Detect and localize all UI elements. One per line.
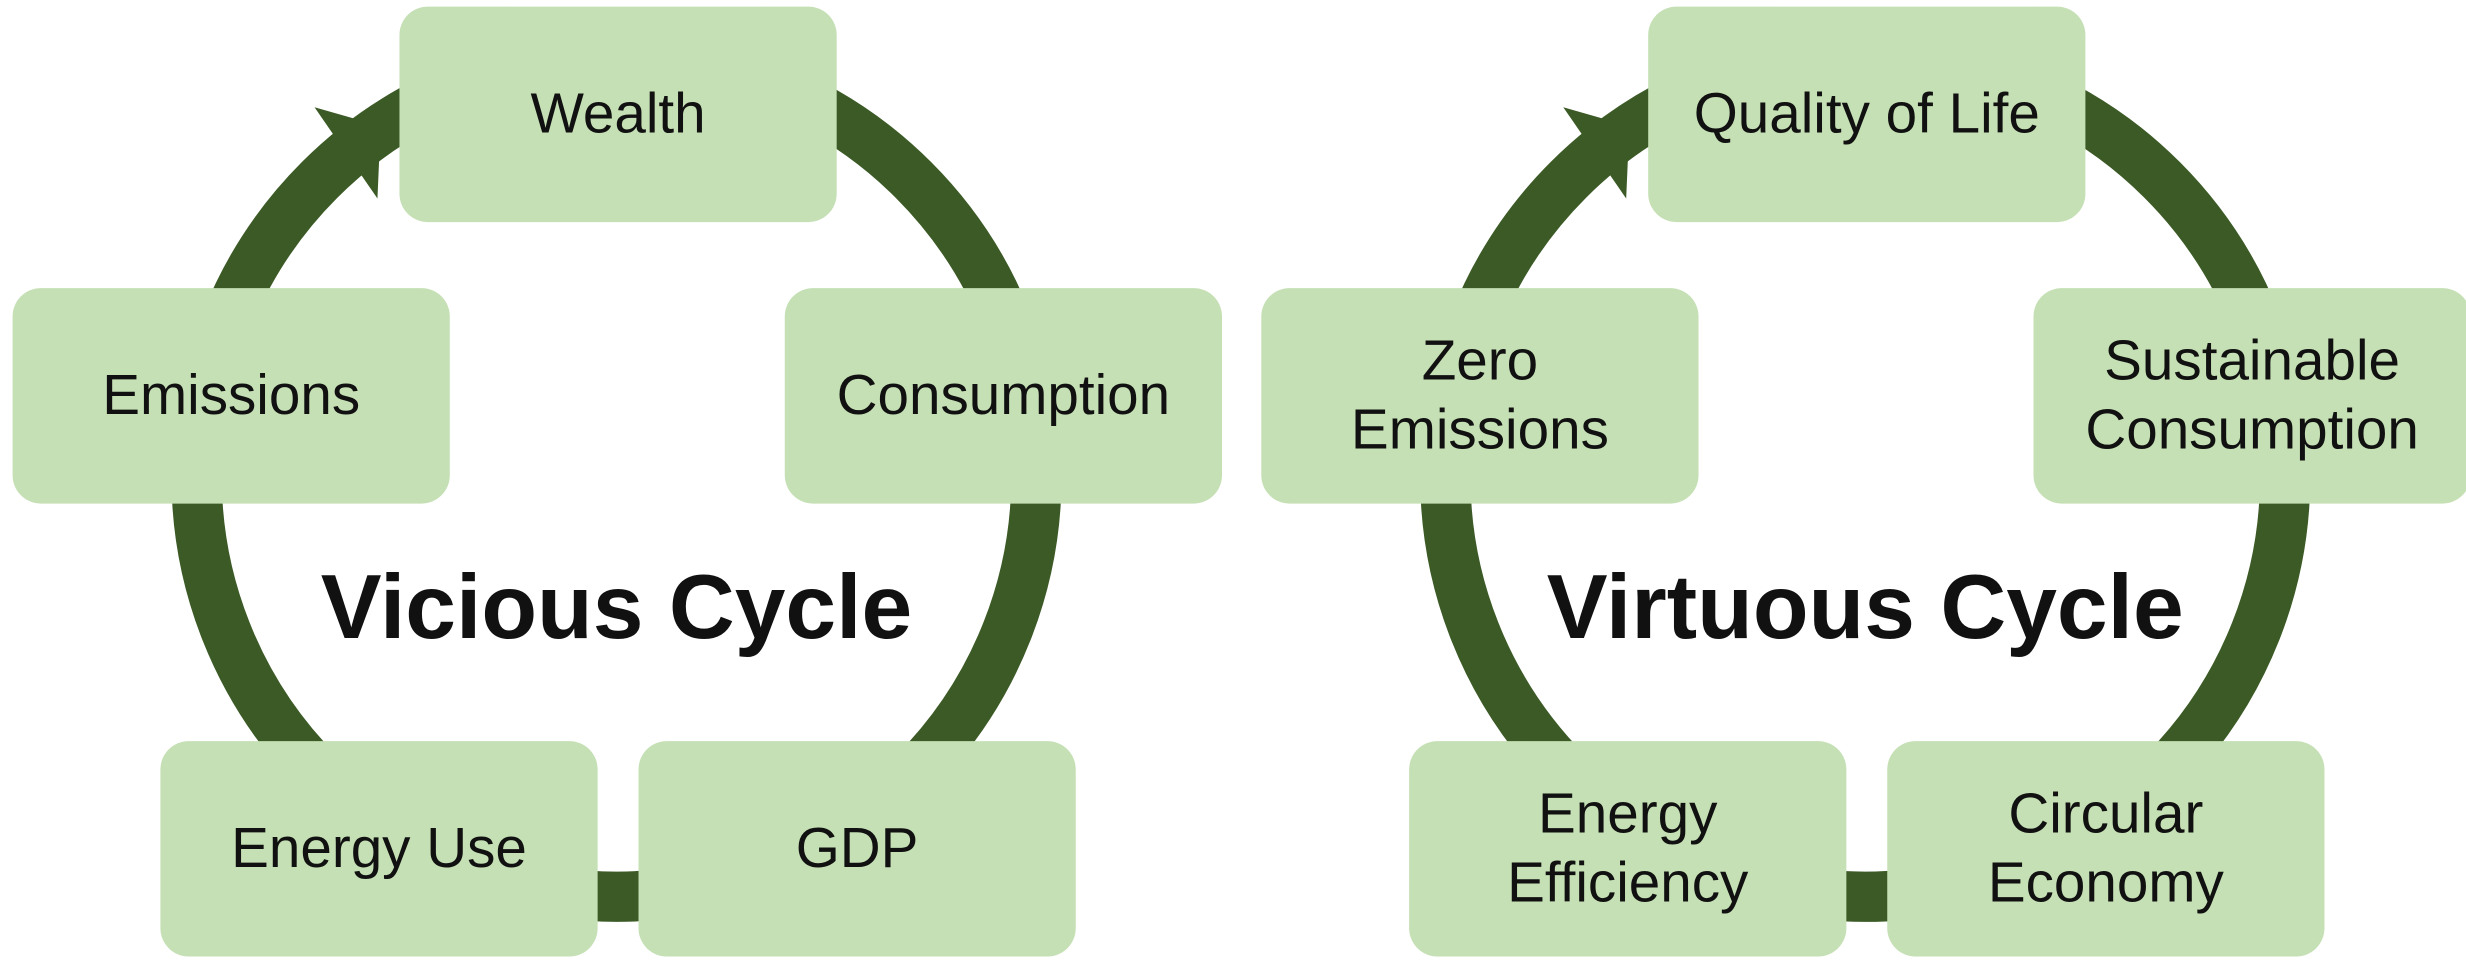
node-label: Consumption [837, 363, 1171, 426]
cycle-title: Virtuous Cycle [1547, 556, 2184, 658]
cycle-arrowhead [1563, 107, 1630, 199]
cycle-arrowhead [314, 107, 381, 199]
node-label: Wealth [530, 81, 705, 144]
node-label: Economy [1988, 850, 2225, 913]
node-label: Consumption [2085, 398, 2419, 461]
cycle-node [2033, 288, 2466, 504]
node-label: Efficiency [1507, 850, 1749, 913]
node-label: Zero [1422, 328, 1538, 391]
cycle-node [160, 741, 598, 957]
cycle-node [399, 6, 837, 223]
cycle-node [784, 288, 1222, 504]
node-label: GDP [796, 816, 919, 879]
node-label: Sustainable [2104, 328, 2400, 391]
cycle: Wealth Consumption GDP Energy Use Emissions V… [12, 6, 1222, 957]
cycle: Quality of Life Sustainable Consumption Cir… [1261, 6, 2466, 957]
node-label: Circular [2008, 781, 2203, 844]
node-label: Emissions [1351, 398, 1609, 461]
node-label: Energy [1538, 781, 1718, 844]
cycle-node [12, 288, 450, 504]
cycle-node [1261, 288, 1699, 504]
cycle-node [1887, 741, 2325, 957]
cycle-title: Vicious Cycle [321, 556, 912, 658]
node-label: Quality of Life [1694, 81, 2040, 144]
cycle-node [1648, 6, 2086, 223]
cycle-node [1409, 741, 1847, 957]
cycle-node [638, 741, 1076, 957]
node-label: Energy Use [231, 816, 527, 879]
node-label: Emissions [102, 363, 360, 426]
